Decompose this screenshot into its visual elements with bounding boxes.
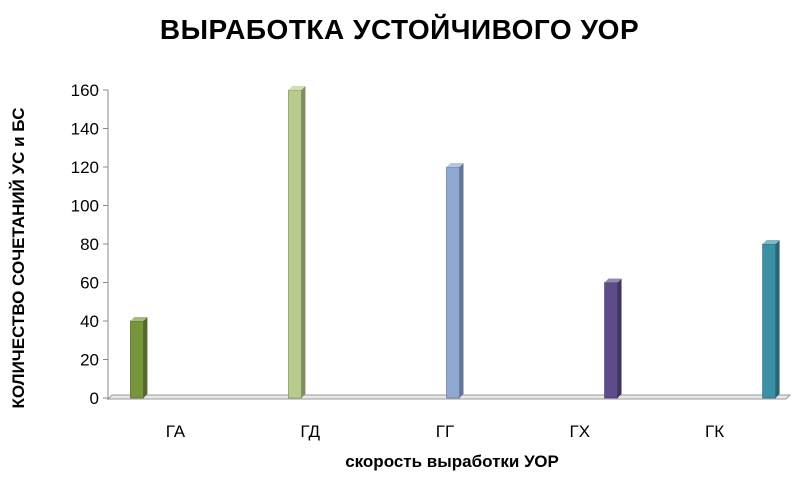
x-tick-label: ГК [705,422,724,441]
chart-title: ВЫРАБОТКА УСТОЙЧИВОГО УОР [159,14,640,45]
x-tick-label: ГХ [570,422,591,441]
x-tick-label: ГД [300,422,320,441]
y-axis-title: КОЛИЧЕСТВО СОЧЕТАНИЙ УС и БС [9,107,28,408]
y-tick-label: 20 [80,351,99,370]
bar [604,278,622,399]
y-tick-label: 160 [71,81,99,100]
bar [446,163,464,399]
x-axis-title: скорость выработки УОР [345,452,559,471]
x-tick-label: ГГ [436,422,454,441]
bar [288,86,306,399]
y-tick-label: 100 [71,197,99,216]
y-tick-label: 40 [80,312,99,331]
bar [762,240,780,399]
y-axis: 0 20 40 60 80 100 120 140 160 [71,81,109,408]
bar [130,317,148,399]
y-tick-label: 60 [80,274,99,293]
x-tick-label: ГА [166,422,186,441]
y-tick-label: 80 [80,235,99,254]
y-tick-label: 0 [90,389,99,408]
y-tick-label: 140 [71,120,99,139]
y-tick-label: 120 [71,158,99,177]
x-axis-labels: ГА ГД ГГ ГХ ГК [166,422,725,441]
bars-group [130,86,780,399]
